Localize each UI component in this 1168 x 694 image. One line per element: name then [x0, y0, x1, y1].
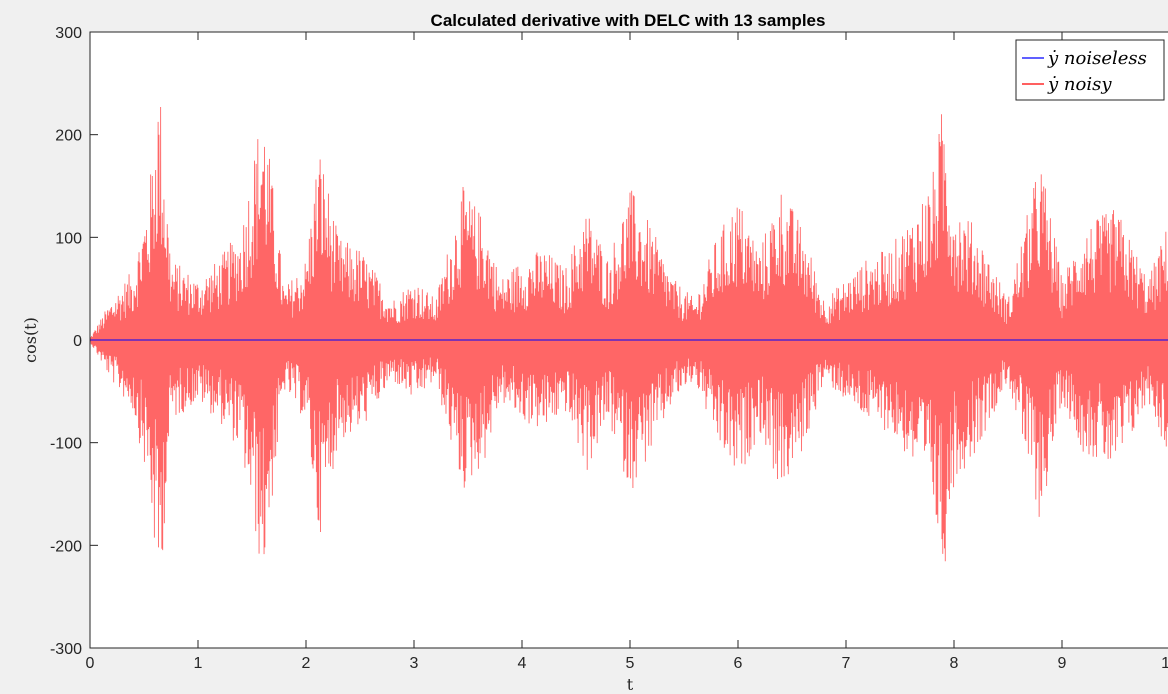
x-tick-label: 3 — [410, 655, 419, 672]
y-tick-label: 300 — [55, 25, 82, 42]
x-tick-label: 0 — [86, 655, 95, 672]
x-axis-label: t — [627, 675, 634, 694]
x-tick-label: 8 — [950, 655, 959, 672]
x-tick-label: 4 — [518, 655, 527, 672]
series-line-noisy — [90, 106, 1168, 562]
legend: ẏ noiseless ẏ noisy — [1015, 39, 1165, 101]
y-tick-label: -200 — [50, 538, 82, 555]
legend-box — [1015, 39, 1165, 101]
x-tick-label: 7 — [842, 655, 851, 672]
plot-border — [89, 31, 1168, 649]
x-tick-label: 9 — [1058, 655, 1067, 672]
y-tick-label: 200 — [55, 128, 82, 145]
y-tick-label: -100 — [50, 436, 82, 453]
y-axis-ticks: 300 200 100 0 -100 -200 -300 — [50, 25, 98, 658]
y-axis-label: cos(t) — [21, 317, 40, 363]
y-tick-label: 100 — [55, 230, 82, 247]
x-tick-label: 2 — [302, 655, 311, 672]
x-axis-ticks: 0 1 2 3 4 5 6 7 8 9 10 — [86, 32, 1168, 672]
y-tick-label: -300 — [50, 641, 82, 658]
y-tick-label: 0 — [73, 333, 82, 350]
x-tick-label: 10 — [1161, 655, 1168, 672]
series-layer — [90, 106, 1168, 562]
x-tick-label: 5 — [626, 655, 635, 672]
legend-label-noiseless: ẏ noiseless — [1047, 48, 1147, 69]
legend-label-noisy: ẏ noisy — [1047, 74, 1112, 95]
x-tick-label: 6 — [734, 655, 743, 672]
x-tick-label: 1 — [194, 655, 203, 672]
chart-title: Calculated derivative with DELC with 13 … — [431, 11, 826, 30]
